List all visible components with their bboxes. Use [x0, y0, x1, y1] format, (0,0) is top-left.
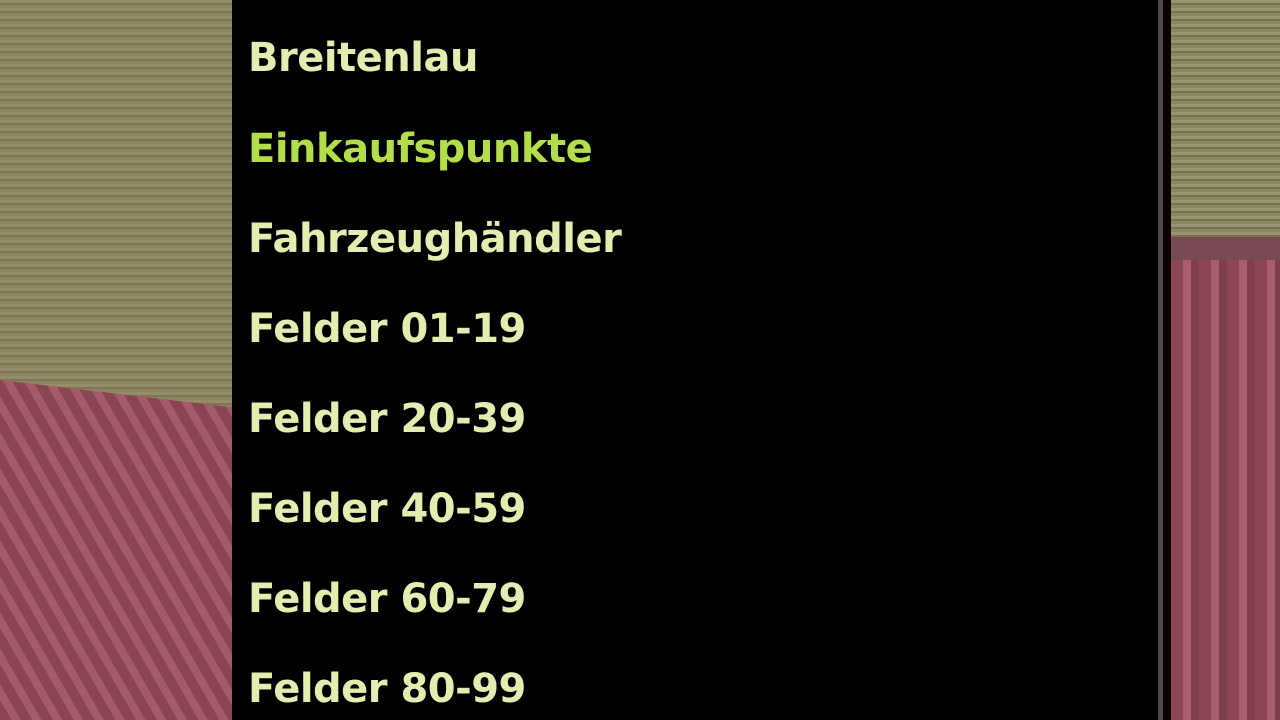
list-item-felder-60-79[interactable]: Felder 60-79 [248, 576, 526, 622]
list-item-felder-01-19[interactable]: Felder 01-19 [248, 306, 526, 352]
roof-left [0, 380, 232, 720]
panel-edge [1163, 0, 1171, 720]
list-item-einkaufspunkte-selected[interactable]: Einkaufspunkte [248, 126, 593, 172]
list-item-felder-40-59[interactable]: Felder 40-59 [248, 486, 526, 532]
destination-list-panel [232, 0, 1158, 720]
list-item-felder-20-39[interactable]: Felder 20-39 [248, 396, 526, 442]
list-item-felder-80-99[interactable]: Felder 80-99 [248, 666, 526, 712]
list-item-fahrzeughaendler[interactable]: Fahrzeughändler [248, 216, 622, 262]
roof-edge-right [1171, 237, 1280, 260]
roof-right [1171, 260, 1280, 720]
list-item-breitenlau[interactable]: Breitenlau [248, 35, 478, 81]
scrollbar[interactable] [1158, 0, 1163, 720]
